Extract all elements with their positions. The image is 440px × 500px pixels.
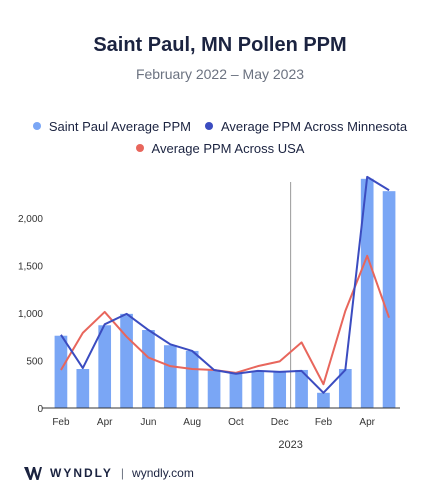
legend-dot-saint-paul — [32, 122, 41, 130]
x-tick-label-2: Jun — [140, 417, 156, 428]
chart-legend: Saint Paul Average PPM Average PPM Acros… — [0, 115, 440, 159]
bar-6 — [185, 350, 199, 408]
bar-0 — [54, 335, 68, 408]
bar-10 — [273, 371, 287, 408]
footer-url[interactable]: wyndly.com — [132, 466, 194, 480]
legend-item-saint-paul: Saint Paul Average PPM — [32, 118, 191, 134]
footer-separator: | — [120, 466, 125, 480]
x-tick-label-7: Apr — [359, 417, 375, 428]
x-tick-label-4: Oct — [228, 417, 244, 428]
bar-8 — [229, 372, 243, 408]
y-tick-label-4: 2,000 — [18, 214, 43, 225]
bar-4 — [142, 330, 155, 408]
bar-11 — [295, 369, 308, 408]
line-minnesota — [60, 175, 390, 394]
x-tick-label-1: Apr — [97, 417, 113, 428]
bar-9 — [251, 370, 265, 408]
bar-15 — [382, 191, 396, 408]
y-tick-label-0: 0 — [37, 404, 43, 415]
y-tick-label-1: 500 — [26, 356, 43, 367]
y-tick-label-3: 1,500 — [18, 261, 43, 272]
footer-brand: WYNDLY — [50, 466, 113, 480]
bar-13 — [338, 369, 352, 408]
y-tick-label-2: 1,000 — [18, 309, 43, 320]
chart-title: Saint Paul, MN Pollen PPM — [93, 34, 347, 56]
legend-label-minnesota: Average PPM Across Minnesota — [220, 118, 408, 134]
year-label: 2023 — [278, 439, 302, 451]
x-tick-label-0: Feb — [52, 417, 70, 428]
bar-3 — [120, 313, 133, 408]
x-tick-label-3: Aug — [183, 417, 201, 428]
bar-12 — [317, 392, 330, 408]
legend-item-minnesota: Average PPM Across Minnesota — [204, 118, 408, 134]
legend-item-usa: Average PPM Across USA — [135, 140, 305, 156]
bar-7 — [207, 369, 221, 408]
footer: WYNDLY | wyndly.com — [24, 462, 194, 484]
chart-subtitle: February 2022 – May 2023 — [135, 66, 305, 82]
legend-dot-usa — [135, 144, 144, 152]
bar-2 — [98, 325, 112, 408]
legend-label-saint-paul: Saint Paul Average PPM — [48, 118, 191, 134]
x-tick-label-6: Feb — [315, 417, 333, 428]
x-tick-label-5: Dec — [271, 417, 289, 428]
legend-label-usa: Average PPM Across USA — [151, 140, 305, 156]
bar-14 — [360, 178, 374, 408]
wyndly-logo-icon — [24, 467, 42, 480]
bar-1 — [76, 369, 90, 408]
bar-5 — [163, 345, 177, 408]
legend-dot-minnesota — [204, 122, 213, 130]
